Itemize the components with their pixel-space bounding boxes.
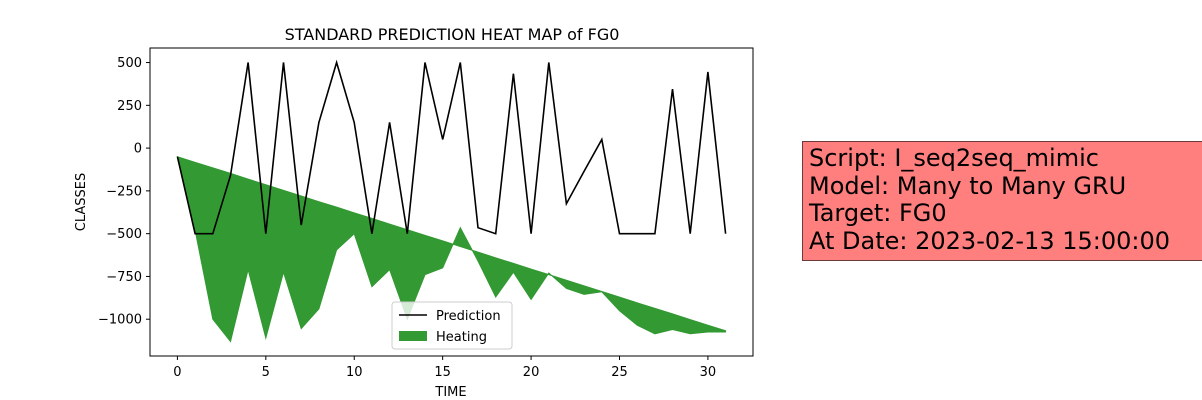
legend-heating-label: Heating bbox=[436, 330, 487, 345]
info-script: Script: I_seq2seq_mimic bbox=[809, 144, 1099, 172]
x-tick-label: 20 bbox=[523, 365, 540, 380]
y-tick-label: −500 bbox=[106, 227, 142, 242]
x-tick-label: 5 bbox=[262, 365, 270, 380]
legend-prediction-label: Prediction bbox=[436, 309, 501, 324]
info-box: Script: I_seq2seq_mimic Model: Many to M… bbox=[802, 141, 1202, 261]
y-tick-label: 500 bbox=[117, 56, 142, 71]
y-tick-label: −1000 bbox=[98, 313, 142, 328]
x-axis-ticks: 0 5 10 15 20 25 30 bbox=[173, 356, 716, 380]
y-tick-label: −750 bbox=[106, 270, 142, 285]
axes-frame bbox=[149, 47, 754, 357]
y-tick-label: 0 bbox=[134, 142, 142, 157]
info-target: Target: FG0 bbox=[809, 199, 947, 227]
info-model: Model: Many to Many GRU bbox=[809, 171, 1127, 200]
plot-area bbox=[176, 59, 727, 343]
x-tick-label: 30 bbox=[700, 365, 717, 380]
legend-heating-swatch bbox=[399, 331, 427, 341]
prediction-line bbox=[176, 59, 727, 235]
y-tick-label: 250 bbox=[117, 99, 142, 114]
y-axis-ticks: 500 250 0 −250 −500 −750 −1000 bbox=[98, 56, 150, 328]
info-date: At Date: 2023-02-13 15:00:00 bbox=[809, 226, 1171, 255]
x-axis-label: TIME bbox=[434, 385, 466, 400]
x-tick-label: 15 bbox=[434, 365, 451, 380]
heating-area bbox=[176, 155, 727, 343]
x-tick-label: 0 bbox=[173, 365, 181, 380]
chart-title: STANDARD PREDICTION HEAT MAP of FG0 bbox=[285, 25, 620, 44]
y-tick-label: −250 bbox=[106, 184, 142, 199]
chart: STANDARD PREDICTION HEAT MAP of FG0 0 5 10… bbox=[74, 25, 754, 400]
legend: Prediction Heating bbox=[391, 301, 513, 350]
x-tick-label: 25 bbox=[611, 365, 628, 380]
x-tick-label: 10 bbox=[346, 365, 363, 380]
y-axis-label: CLASSES bbox=[74, 173, 89, 231]
